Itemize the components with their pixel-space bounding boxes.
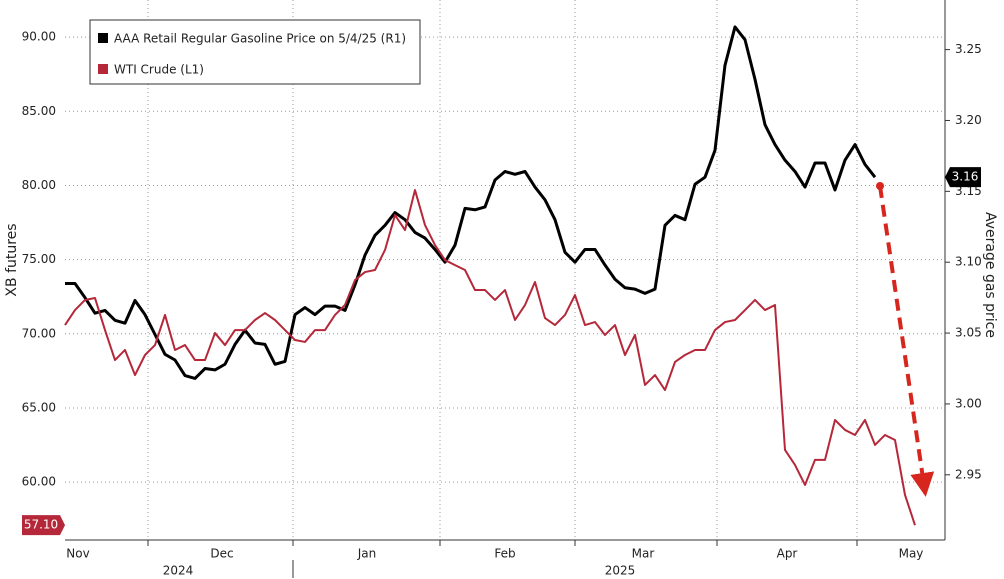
year-label: 2024 — [163, 564, 194, 578]
x-tick-label: Jan — [357, 547, 377, 561]
legend-swatch — [98, 33, 108, 43]
x-tick-label: Dec — [210, 547, 233, 561]
y-tick-label: 80.00 — [22, 178, 56, 192]
last-value-box — [945, 167, 981, 188]
y2-tick-label: 3.20 — [955, 113, 982, 127]
y2-tick-label: 2.95 — [955, 467, 982, 481]
y-tick-label: 70.00 — [22, 326, 56, 340]
x-tick-label: Mar — [632, 547, 655, 561]
legend-label: AAA Retail Regular Gasoline Price on 5/4… — [114, 32, 406, 46]
last-value-label: 57.10 — [24, 518, 58, 532]
y2-tick-label: 3.25 — [955, 42, 982, 56]
y-tick-label: 60.00 — [22, 475, 56, 489]
y-tick-label: 75.00 — [22, 252, 56, 266]
legend-swatch — [98, 64, 108, 74]
series-line — [64, 189, 916, 526]
y-tick-label: 65.00 — [22, 400, 56, 414]
x-tick-label: Apr — [777, 547, 798, 561]
trend-arrow — [878, 185, 935, 497]
series-line — [65, 25, 877, 380]
plot — [64, 25, 916, 526]
y2-tick-label: 3.10 — [955, 255, 982, 269]
y2-tick-label: 3.05 — [955, 326, 982, 340]
y2-tick-label: 3.00 — [955, 396, 982, 410]
y2-axis-title: Average gas price — [982, 212, 998, 338]
legend-label: WTI Crude (L1) — [114, 63, 204, 77]
y-tick-label: 85.00 — [22, 104, 56, 118]
x-tick-label: Nov — [66, 547, 89, 561]
y-tick-label: 90.00 — [22, 30, 56, 44]
grid — [65, 0, 945, 540]
x-tick-label: Feb — [494, 547, 515, 561]
last-value-label: 3.16 — [952, 170, 979, 184]
legend — [89, 19, 421, 85]
year-label: 2025 — [605, 564, 636, 578]
arrow-origin — [876, 182, 884, 190]
last-value-box — [22, 515, 65, 536]
x-tick-label: May — [899, 547, 924, 561]
y2-tick-label: 3.15 — [955, 184, 982, 198]
y-axis-title: XB futures — [4, 223, 20, 296]
